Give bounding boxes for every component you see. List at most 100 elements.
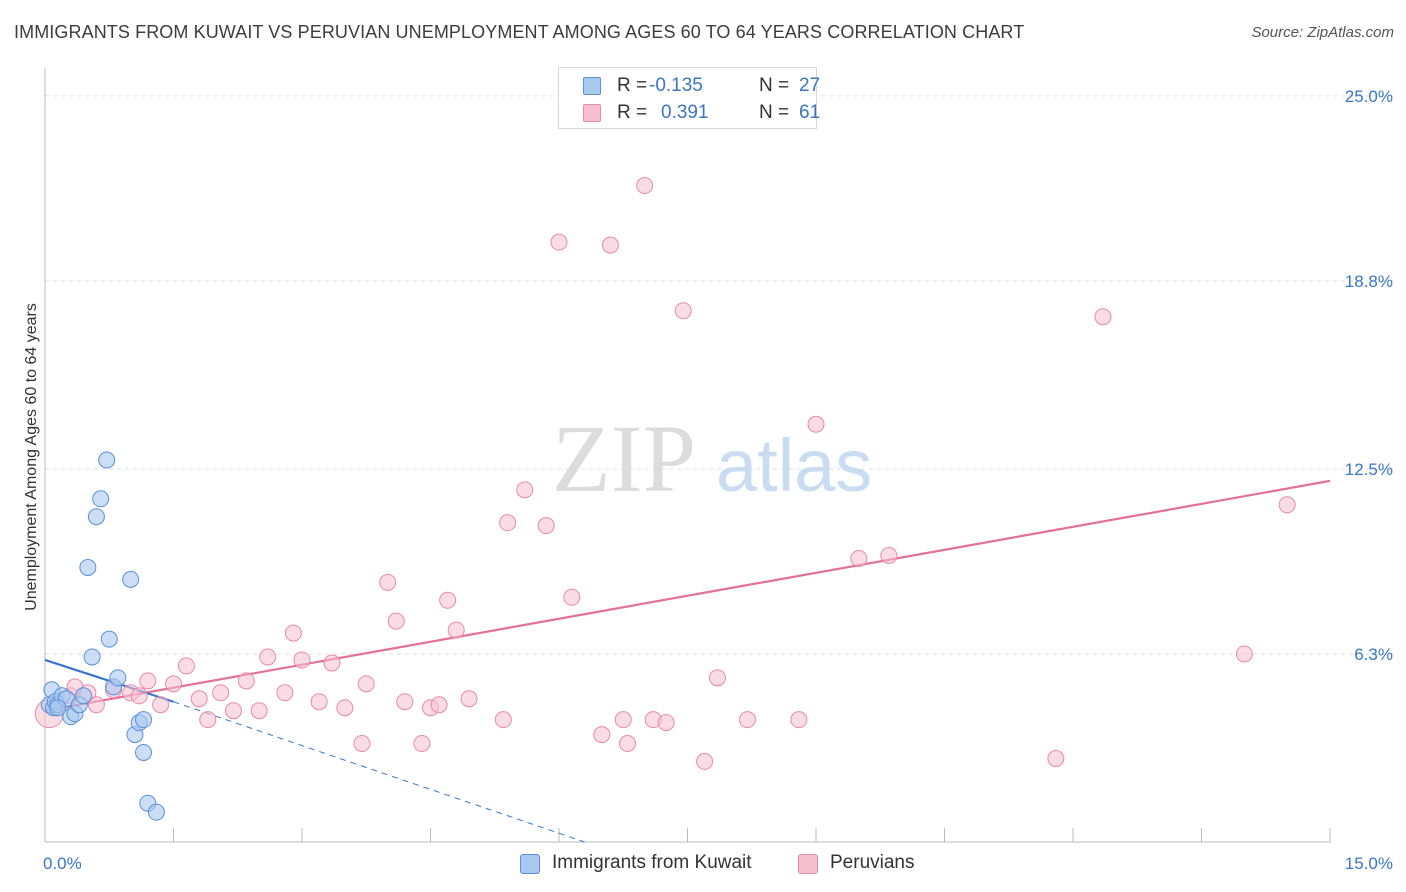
peruvians-trend-line bbox=[44, 479, 1331, 712]
peruvians-point bbox=[276, 684, 294, 702]
y-tick-label: 18.8% bbox=[1345, 272, 1393, 291]
y-axis-title: Unemployment Among Ages 60 to 64 years bbox=[23, 303, 40, 611]
kuwait-point bbox=[92, 490, 110, 508]
peruvians-point bbox=[396, 693, 414, 711]
kuwait-trend-extension bbox=[173, 701, 585, 843]
stats-legend: R = -0.135 N = 27 R = 0.391 N = 61 bbox=[558, 67, 821, 129]
peruvians-point bbox=[708, 669, 726, 687]
peruvians-point bbox=[636, 176, 654, 194]
kuwait-point bbox=[87, 508, 105, 526]
watermark-atlas: atlas bbox=[716, 424, 872, 507]
kuwait-point bbox=[109, 669, 127, 687]
peruvians-point bbox=[619, 735, 637, 753]
peruvians-point bbox=[212, 684, 230, 702]
trend-lines bbox=[44, 479, 1331, 843]
kuwait-point bbox=[135, 711, 153, 729]
peruvians-point bbox=[165, 675, 182, 693]
kuwait-point bbox=[100, 630, 118, 648]
peruvians-point bbox=[357, 675, 375, 693]
peruvians-point bbox=[880, 547, 898, 564]
n-value: 61 bbox=[799, 102, 821, 123]
peruvians-point bbox=[224, 702, 242, 720]
peruvians-point bbox=[460, 690, 478, 708]
y-tick-label: 25.0% bbox=[1345, 87, 1393, 106]
peruvians-point bbox=[152, 696, 170, 714]
peruvians-point bbox=[563, 588, 581, 606]
peruvians-point bbox=[674, 302, 692, 320]
peruvians-point bbox=[387, 612, 405, 630]
source-label: Source: ZipAtlas.com bbox=[1251, 24, 1394, 41]
n-label: N = bbox=[759, 75, 790, 96]
peruvians-point bbox=[353, 735, 371, 753]
peruvians-point bbox=[250, 702, 268, 720]
y-tick-label: 12.5% bbox=[1345, 460, 1393, 479]
peruvians-point bbox=[537, 517, 555, 535]
x-tick-labels: 0.0% 15.0% bbox=[43, 854, 1393, 873]
peruvians-point bbox=[1278, 496, 1296, 514]
peruvians-point bbox=[310, 693, 328, 711]
peruvians-point bbox=[87, 696, 105, 714]
kuwait-point bbox=[98, 451, 116, 469]
peruvians-point bbox=[516, 481, 534, 499]
watermark-zip: ZIP bbox=[552, 405, 696, 512]
peruvians-point bbox=[439, 591, 457, 609]
peruvians-point bbox=[336, 699, 354, 717]
peruvians-point bbox=[190, 690, 208, 708]
r-value: -0.135 bbox=[649, 75, 703, 96]
kuwait-point bbox=[83, 648, 101, 666]
peruvians-point bbox=[614, 711, 632, 729]
peruvians-point bbox=[284, 624, 302, 642]
kuwait-point bbox=[75, 687, 93, 705]
peruvians-point bbox=[237, 672, 255, 690]
peruvians-point bbox=[601, 236, 619, 254]
legend-label: Immigrants from Kuwait bbox=[552, 852, 752, 873]
peruvians-point bbox=[430, 696, 448, 714]
legend-label: Peruvians bbox=[830, 852, 915, 873]
kuwait-swatch bbox=[520, 854, 540, 874]
n-label: N = bbox=[759, 102, 790, 123]
peruvians-point bbox=[1094, 308, 1112, 326]
peruvians-point bbox=[494, 711, 512, 729]
y-tick-label: 6.3% bbox=[1354, 645, 1393, 664]
r-label: R = bbox=[617, 75, 648, 96]
peru-swatch bbox=[798, 854, 818, 874]
peruvians-point bbox=[447, 621, 465, 639]
peruvians-point bbox=[1047, 749, 1065, 767]
y-tick-labels: 6.3% 12.5% 18.8% 25.0% bbox=[1345, 87, 1393, 664]
peruvians-point bbox=[379, 573, 397, 591]
peruvians-point bbox=[199, 711, 217, 729]
n-value: 27 bbox=[799, 75, 821, 96]
peruvians-point bbox=[850, 549, 868, 567]
kuwait-point bbox=[122, 570, 140, 588]
peruvians-point bbox=[738, 711, 756, 729]
r-value: 0.391 bbox=[661, 102, 709, 123]
kuwait-point bbox=[135, 743, 153, 761]
chart-title: IMMIGRANTS FROM KUWAIT VS PERUVIAN UNEMP… bbox=[14, 22, 1025, 42]
peruvians-point bbox=[293, 651, 311, 669]
peruvians-point bbox=[323, 654, 341, 672]
series-legend: Immigrants from Kuwait Peruvians bbox=[0, 852, 1406, 878]
kuwait-point bbox=[79, 558, 97, 576]
peruvians-point bbox=[807, 415, 825, 433]
watermark: ZIP atlas bbox=[552, 405, 872, 512]
peruvians-point bbox=[130, 687, 148, 705]
gridlines bbox=[45, 95, 1395, 655]
peruvians-point bbox=[1235, 645, 1253, 663]
peruvians-point bbox=[790, 711, 808, 729]
peruvians-point bbox=[177, 657, 195, 675]
kuwait-swatch bbox=[583, 77, 601, 95]
peruvians-point bbox=[499, 514, 517, 532]
r-label: R = bbox=[617, 102, 648, 123]
peruvians-point bbox=[696, 752, 714, 770]
peruvians-point bbox=[413, 735, 431, 753]
x-tick-label: 0.0% bbox=[43, 854, 82, 873]
kuwait-point bbox=[147, 803, 165, 821]
peruvians-point bbox=[550, 233, 568, 251]
x-tick-label: 15.0% bbox=[1345, 854, 1393, 873]
peruvians-point bbox=[259, 648, 277, 666]
peruvians-point bbox=[593, 726, 611, 744]
peru-swatch bbox=[583, 104, 601, 122]
kuwait-point bbox=[49, 699, 67, 717]
peruvians-point bbox=[657, 714, 675, 732]
